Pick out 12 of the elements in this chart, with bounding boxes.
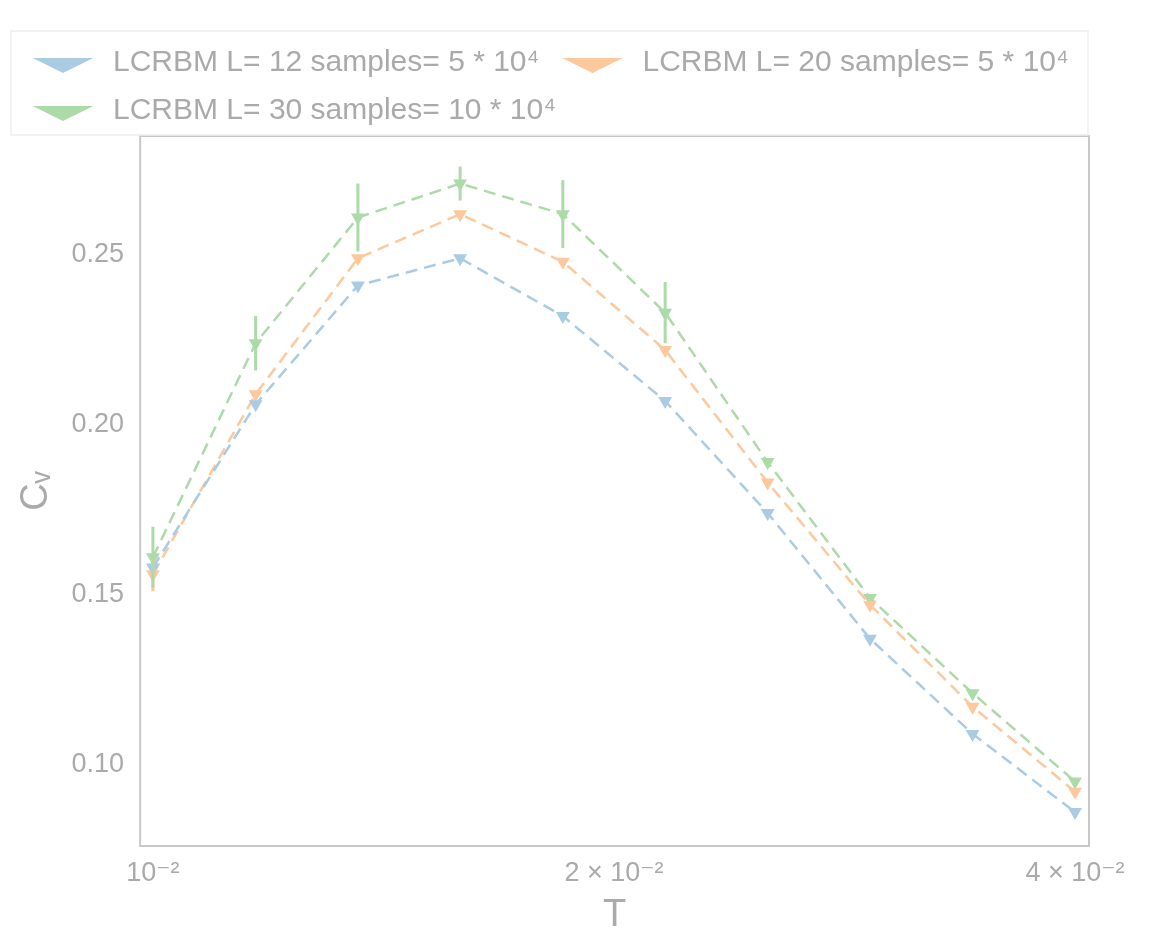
y-axis-title: Cᵥ (13, 470, 56, 511)
legend-label: LCRBM L= 12 samples= 5 * 10⁴ (113, 44, 540, 78)
y-tick-label: 0.25 (71, 238, 125, 269)
legend-label: LCRBM L= 30 samples= 10 * 10⁴ (113, 92, 557, 126)
x-tick-label: 4 × 10⁻² (1025, 856, 1125, 887)
x-tick-label: 10⁻² (126, 856, 180, 887)
x-axis-title: T (602, 891, 627, 934)
y-tick-label: 0.15 (71, 578, 125, 609)
x-tick-label: 2 × 10⁻² (564, 856, 664, 887)
y-tick-label: 0.20 (71, 408, 125, 439)
legend-label: LCRBM L= 20 samples= 5 * 10⁴ (642, 44, 1069, 78)
y-tick-label: 0.10 (71, 747, 125, 778)
